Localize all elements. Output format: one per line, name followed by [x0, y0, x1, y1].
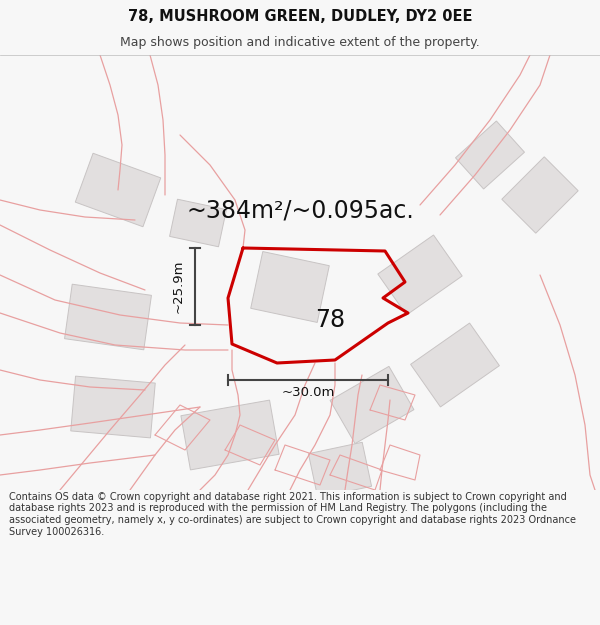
Polygon shape	[75, 153, 161, 227]
Text: Contains OS data © Crown copyright and database right 2021. This information is : Contains OS data © Crown copyright and d…	[9, 492, 576, 537]
Polygon shape	[410, 323, 499, 407]
Polygon shape	[65, 284, 151, 350]
Text: 78, MUSHROOM GREEN, DUDLEY, DY2 0EE: 78, MUSHROOM GREEN, DUDLEY, DY2 0EE	[128, 9, 472, 24]
Polygon shape	[455, 121, 524, 189]
Text: ~384m²/~0.095ac.: ~384m²/~0.095ac.	[186, 198, 414, 222]
Polygon shape	[170, 199, 226, 247]
Polygon shape	[181, 400, 279, 470]
Polygon shape	[330, 366, 414, 444]
Polygon shape	[251, 252, 329, 322]
Text: Map shows position and indicative extent of the property.: Map shows position and indicative extent…	[120, 36, 480, 49]
Polygon shape	[378, 235, 462, 315]
Polygon shape	[71, 376, 155, 438]
Polygon shape	[502, 157, 578, 233]
Text: ~30.0m: ~30.0m	[281, 386, 335, 399]
Text: ~25.9m: ~25.9m	[172, 260, 185, 313]
Text: 78: 78	[315, 308, 345, 332]
Polygon shape	[308, 442, 371, 498]
